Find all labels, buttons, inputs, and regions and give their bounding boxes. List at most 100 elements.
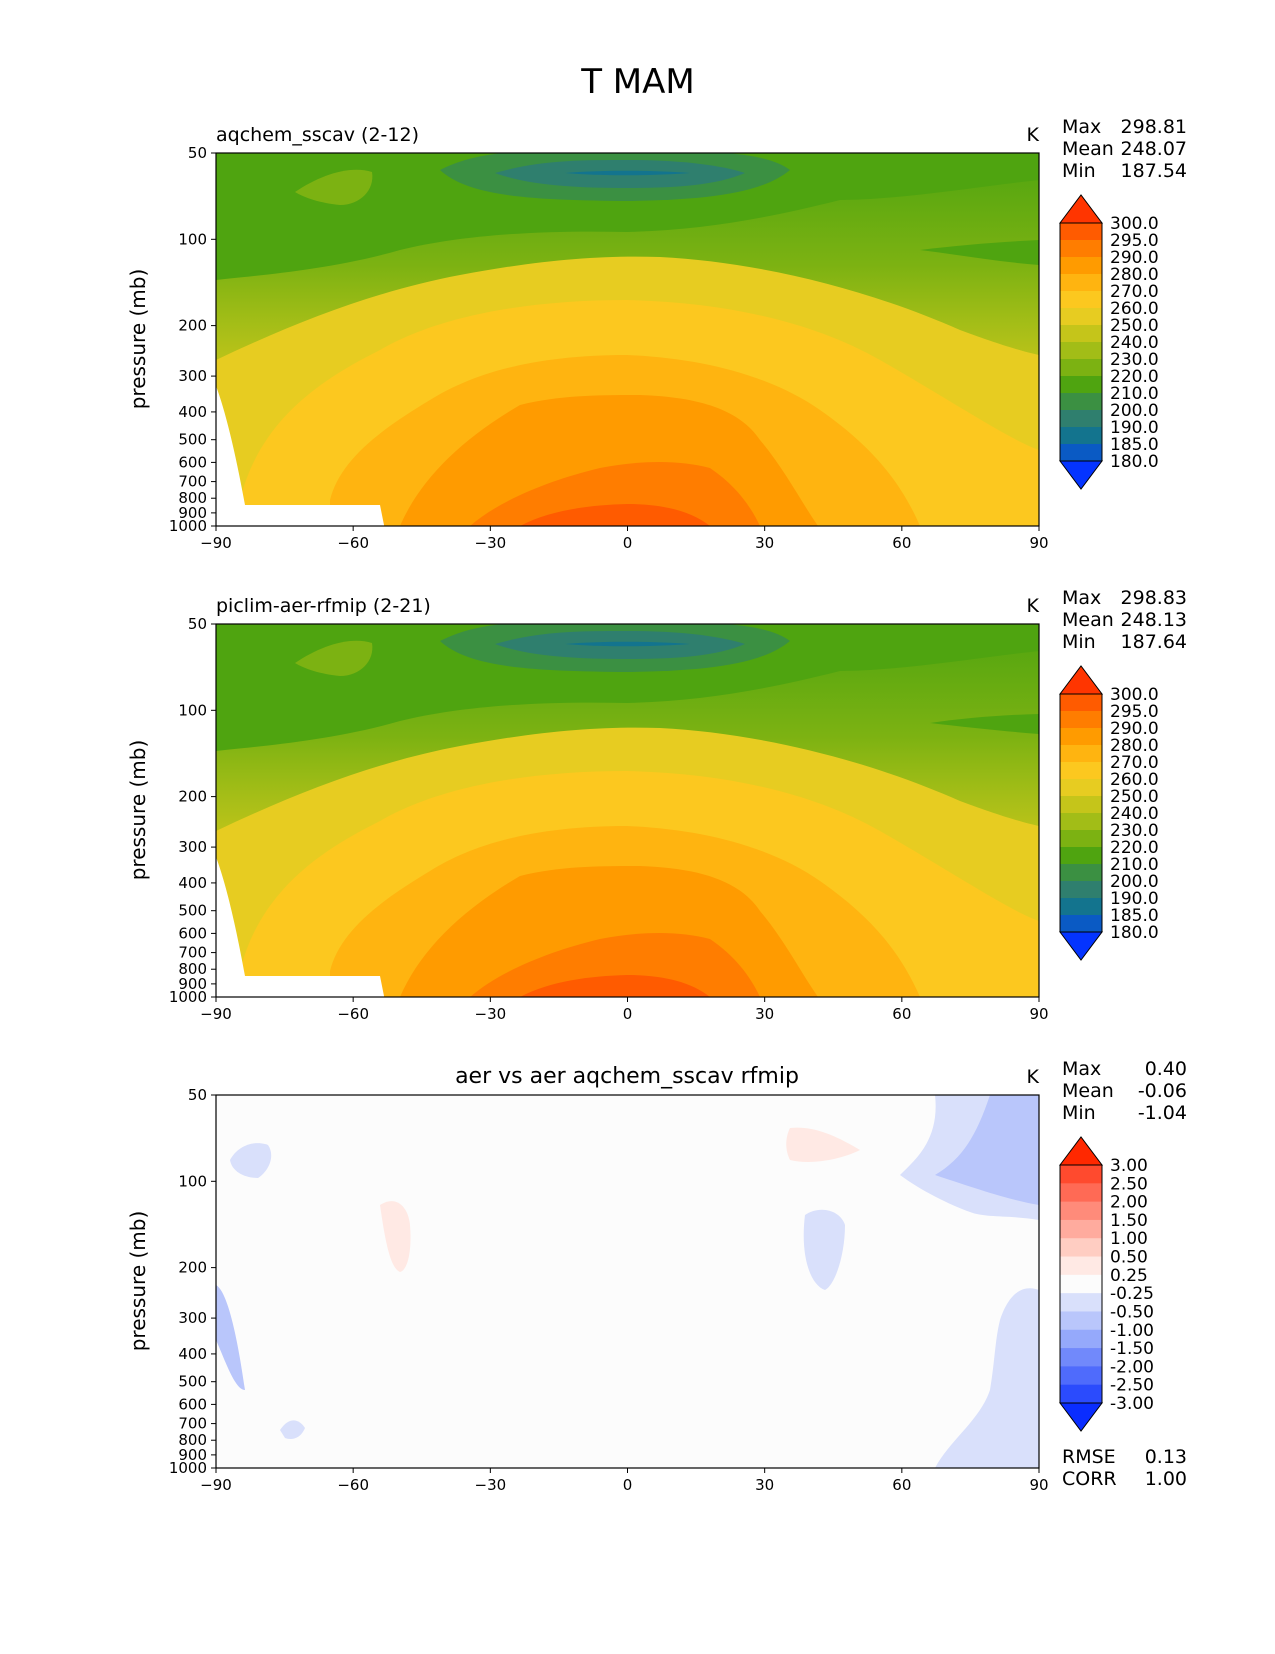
x-tick-label: 60 [892,1005,911,1023]
contour-neg-right-low [935,1288,1039,1468]
contour-blue-min [565,641,690,647]
colorbar-label: 210.0 [1110,855,1159,875]
units-label: K [1027,124,1040,146]
figure-title: T MAM [580,62,695,102]
colorbar-swatch [1060,376,1102,394]
colorbar-label: 185.0 [1110,906,1159,926]
colorbar-swatch [1060,762,1102,780]
colorbar-swatch [1060,779,1102,797]
y-tick-label: 100 [178,230,207,248]
y-axis-label: pressure (mb) [126,740,150,881]
y-tick-label: 900 [178,504,207,522]
colorbar-swatch [1060,1238,1102,1258]
y-tick-label: 600 [178,1395,207,1413]
y-tick-label: 800 [178,960,207,978]
colorbar-label: 300.0 [1110,214,1159,234]
contour-red-300 [520,975,710,997]
stats-block: Max 0.40 Mean -0.06 Min -1.04 [1062,1058,1187,1124]
y-tick-label: 200 [178,1259,207,1277]
x-tick-label: −90 [200,534,232,552]
stat-label: Min [1062,631,1096,653]
colorbar-label: -0.25 [1110,1284,1154,1304]
colorbar-swatch [1060,427,1102,445]
colorbar-swatch [1060,796,1102,814]
colorbar-label: 290.0 [1110,248,1159,268]
colorbar-label: 250.0 [1110,787,1159,807]
colorbar-frame [1059,693,1103,933]
colorbar-swatch [1060,274,1102,292]
y-axis-label: pressure (mb) [126,269,150,410]
x-tick-label: −30 [475,1005,507,1023]
y-tick-label: 1000 [169,988,207,1006]
y-tick-label: 400 [178,403,207,421]
colorbar-swatch [1060,359,1102,377]
colorbar-label: 3.00 [1110,1156,1148,1176]
difference-field [216,1095,1039,1468]
x-tick-label: −90 [200,1005,232,1023]
colorbar-label: 1.00 [1110,1229,1148,1249]
colorbar-swatch [1060,847,1102,865]
contour-neg-left-top [230,1143,272,1178]
x-tick-label: −60 [337,1476,369,1494]
stat-value: 0.40 [1145,1058,1187,1080]
contour-green-blob [295,640,373,676]
colorbar-swatch [1060,1256,1102,1276]
colorbar-max-extension [1059,1136,1103,1166]
x-tick-label: 30 [755,1005,774,1023]
y-tick-label: 800 [178,489,207,507]
contour-orange-295 [470,462,760,526]
colorbar-swatch [1060,291,1102,309]
contour-neg-left-low [280,1420,305,1439]
colorbar-label: -1.50 [1110,1339,1154,1359]
x-tick-label: 90 [1029,1005,1048,1023]
stat-label: Mean [1062,138,1114,160]
contour-neg-mid [803,1209,845,1290]
stat-value: 187.64 [1121,631,1187,653]
colorbar-min-extension [1059,1402,1103,1432]
y-tick-label: 1000 [169,517,207,535]
colorbar-swatch [1060,813,1102,831]
colorbar-swatch [1060,444,1102,462]
colorbar-swatch [1060,1165,1102,1184]
colorbar-swatch [1060,745,1102,763]
topography-mask [216,386,385,526]
colorbar-swatch [1060,308,1102,326]
colorbar-label: 250.0 [1110,316,1159,336]
colorbar-label: -2.00 [1110,1357,1154,1377]
stat-label: Max [1062,587,1101,609]
stat-label: Max [1062,1058,1101,1080]
contour-green-upper [216,153,1039,280]
y-tick-label: 200 [178,317,207,335]
x-tick-label: 60 [892,1476,911,1494]
y-tick-label: 400 [178,874,207,892]
y-tick-label: 600 [178,453,207,471]
stat-label: Min [1062,160,1096,182]
x-tick-label: −60 [337,1005,369,1023]
colorbar-label: -0.50 [1110,1302,1154,1322]
units-label: K [1027,595,1040,617]
stat-value: 298.83 [1121,587,1187,609]
colorbar-label: 240.0 [1110,333,1159,353]
colorbar-swatch [1060,1274,1102,1294]
colorbar-label: 270.0 [1110,282,1159,302]
colorbar-swatch [1060,711,1102,729]
contour-green-right [920,240,1039,265]
x-tick-label: 30 [755,1476,774,1494]
colorbar-label: -1.00 [1110,1321,1154,1341]
x-tick-label: −30 [475,1476,507,1494]
y-tick-label: 500 [178,431,207,449]
x-ticks: −90 −60 −30 0 30 60 90 [200,997,1049,1023]
x-tick-label: 0 [623,1005,633,1023]
colorbar-label: 270.0 [1110,753,1159,773]
colorbar-label: 240.0 [1110,804,1159,824]
panel-title: aer vs aer aqchem_sscav rfmip [455,1064,799,1089]
stat-value: -0.06 [1138,1080,1187,1102]
colorbar-label: 185.0 [1110,435,1159,455]
colorbar-label: 260.0 [1110,299,1159,319]
y-tick-label: 600 [178,924,207,942]
colorbar-label: 0.50 [1110,1248,1148,1268]
colorbar-label: -2.50 [1110,1376,1154,1396]
contour-green-blob [295,169,373,205]
extra-stat-value: 1.00 [1145,1468,1187,1490]
